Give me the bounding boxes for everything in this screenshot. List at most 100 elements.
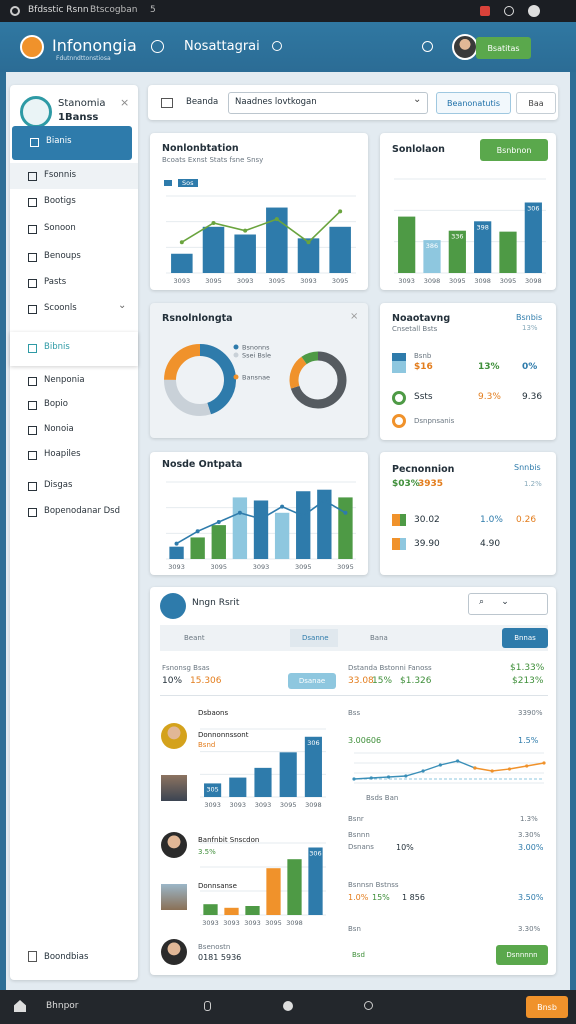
icon xyxy=(28,172,37,181)
search-select[interactable]: ⌕ ⌄ xyxy=(468,593,548,615)
panel-title: Pecnonnion xyxy=(392,464,455,475)
x-tick-label: 3093 xyxy=(398,277,415,285)
label: Bsd xyxy=(352,951,365,959)
app-header: Infonongia Fdutnndttonstiosa Nosattagrai… xyxy=(0,22,576,72)
nav-button[interactable]: Bnsb xyxy=(526,996,568,1018)
sidebar-item[interactable]: Pasts xyxy=(10,270,138,296)
donut-segment xyxy=(164,344,236,416)
tab[interactable]: Dsanne xyxy=(302,634,329,642)
legend-label: Sos xyxy=(178,179,198,187)
sidebar-item[interactable]: Nonoia xyxy=(10,417,138,443)
icon xyxy=(28,305,37,314)
legend-dot xyxy=(233,344,239,350)
nav-link[interactable]: Nosattagrai xyxy=(184,39,260,54)
value: 3.00606 xyxy=(348,736,382,745)
bar xyxy=(169,546,184,559)
select[interactable]: Naadnes lovtkogan ⌄ xyxy=(228,92,428,114)
sidebar-footer[interactable]: Boondbias xyxy=(44,952,89,962)
bar xyxy=(245,906,260,915)
bar-annotation: 305 xyxy=(206,785,218,793)
sidebar-item[interactable]: Bianis xyxy=(12,126,132,160)
report-title: Nngn Rsrit xyxy=(192,598,240,608)
tagline: Fdutnndttonstiosa xyxy=(56,55,111,62)
bar xyxy=(499,231,517,273)
nav-icon[interactable] xyxy=(283,1001,293,1011)
select-text: Naadnes lovtkogan xyxy=(235,97,317,107)
avatar[interactable] xyxy=(452,34,478,60)
section-heading: Dsbaons xyxy=(198,709,229,717)
icon xyxy=(161,98,173,108)
footer-button[interactable]: Dsnnnnn xyxy=(496,945,548,965)
sidebar-item[interactable]: Hoapiles xyxy=(10,442,138,468)
row-value: 30.02 xyxy=(414,515,440,525)
status-subtitle: Btscogban xyxy=(90,5,138,15)
value: 3.50% xyxy=(518,893,544,902)
value: 10% xyxy=(396,843,414,852)
line-point xyxy=(301,513,306,518)
nav-icon[interactable] xyxy=(364,1001,373,1010)
tab-button[interactable]: Bnnas xyxy=(502,628,548,648)
sidebar-item[interactable]: Benoups xyxy=(10,244,138,270)
toolbar-label: Beanda xyxy=(186,97,219,107)
x-tick-label: 3095 xyxy=(269,277,286,285)
x-tick-label: 3095 xyxy=(295,563,312,571)
sidebar-label: Bianis xyxy=(46,136,72,146)
tab[interactable]: Beant xyxy=(184,634,205,642)
line-point xyxy=(322,498,327,503)
row-value: 4.90 xyxy=(480,539,501,549)
sidebar-item[interactable]: Bibnis xyxy=(10,332,138,366)
sidebar-item[interactable]: Bootigs xyxy=(10,189,138,215)
tab[interactable]: Bana xyxy=(370,634,388,642)
bar xyxy=(171,253,193,273)
search-icon[interactable] xyxy=(272,41,282,51)
icon xyxy=(480,6,490,16)
sidebar-item[interactable]: Bopio xyxy=(10,392,138,418)
side-value: 1.2% xyxy=(524,480,542,488)
line-point xyxy=(216,520,221,525)
sidebar-item[interactable]: Scoonls ⌄ xyxy=(10,296,138,322)
logo[interactable] xyxy=(20,35,44,59)
metric-button[interactable]: Dsanae xyxy=(288,673,336,689)
value: 3.00% xyxy=(518,843,544,852)
avatar xyxy=(161,832,187,858)
toolbar-button[interactable]: Beanonatutis xyxy=(436,92,511,114)
icon xyxy=(28,279,37,288)
sidebar-label: Nenponia xyxy=(44,375,85,385)
legend-label: Bsnonns xyxy=(242,344,270,352)
metric: $213% xyxy=(512,676,544,686)
app-icon xyxy=(10,6,20,16)
sidebar-label: Fsonnis xyxy=(44,170,77,180)
bar xyxy=(229,777,247,797)
settings-icon[interactable] xyxy=(422,41,433,52)
sidebar-item[interactable]: Bopenodanar Dsd xyxy=(10,499,138,525)
sidebar-item[interactable]: Nenponia xyxy=(10,368,138,394)
icon xyxy=(30,138,39,147)
side-value: 13% xyxy=(522,324,538,332)
chart: 3093 3095 3093 3095 3093 3095 xyxy=(166,195,356,285)
icon xyxy=(28,508,37,517)
header-button[interactable]: Bsatitas xyxy=(476,37,531,59)
line-point xyxy=(306,240,311,245)
close-icon[interactable]: × xyxy=(120,96,130,109)
status-bar: Bfdsstic Rsnn Btscogban 5 xyxy=(0,0,576,22)
row-value: 9.36 xyxy=(522,392,543,402)
nav-label[interactable]: Bhnpor xyxy=(46,1001,79,1011)
sidebar-item[interactable]: Disgas xyxy=(10,473,138,499)
sidebar-item[interactable]: Fsonnis xyxy=(10,163,138,189)
x-tick-label: 3093 xyxy=(204,801,221,809)
sidebar-item[interactable]: Sonoon xyxy=(10,216,138,242)
panel-button[interactable]: Bsnbnon xyxy=(480,139,548,161)
clock-icon[interactable] xyxy=(151,40,164,53)
report-panel: Nngn Rsrit ⌕ ⌄ Beant Dsanne Bana Bnnas F… xyxy=(150,587,556,975)
bar xyxy=(279,752,297,797)
value: 3.30% xyxy=(518,925,541,933)
donut-segment xyxy=(289,351,347,409)
row-value: 1.0% xyxy=(480,515,503,525)
close-icon[interactable]: × xyxy=(350,311,359,322)
bar xyxy=(398,216,416,273)
bar xyxy=(524,202,542,273)
home-icon[interactable] xyxy=(14,1000,26,1012)
nav-icon[interactable] xyxy=(204,1001,211,1011)
search-button[interactable]: Baa xyxy=(516,92,556,114)
bar-annotation: 306 xyxy=(527,205,539,213)
